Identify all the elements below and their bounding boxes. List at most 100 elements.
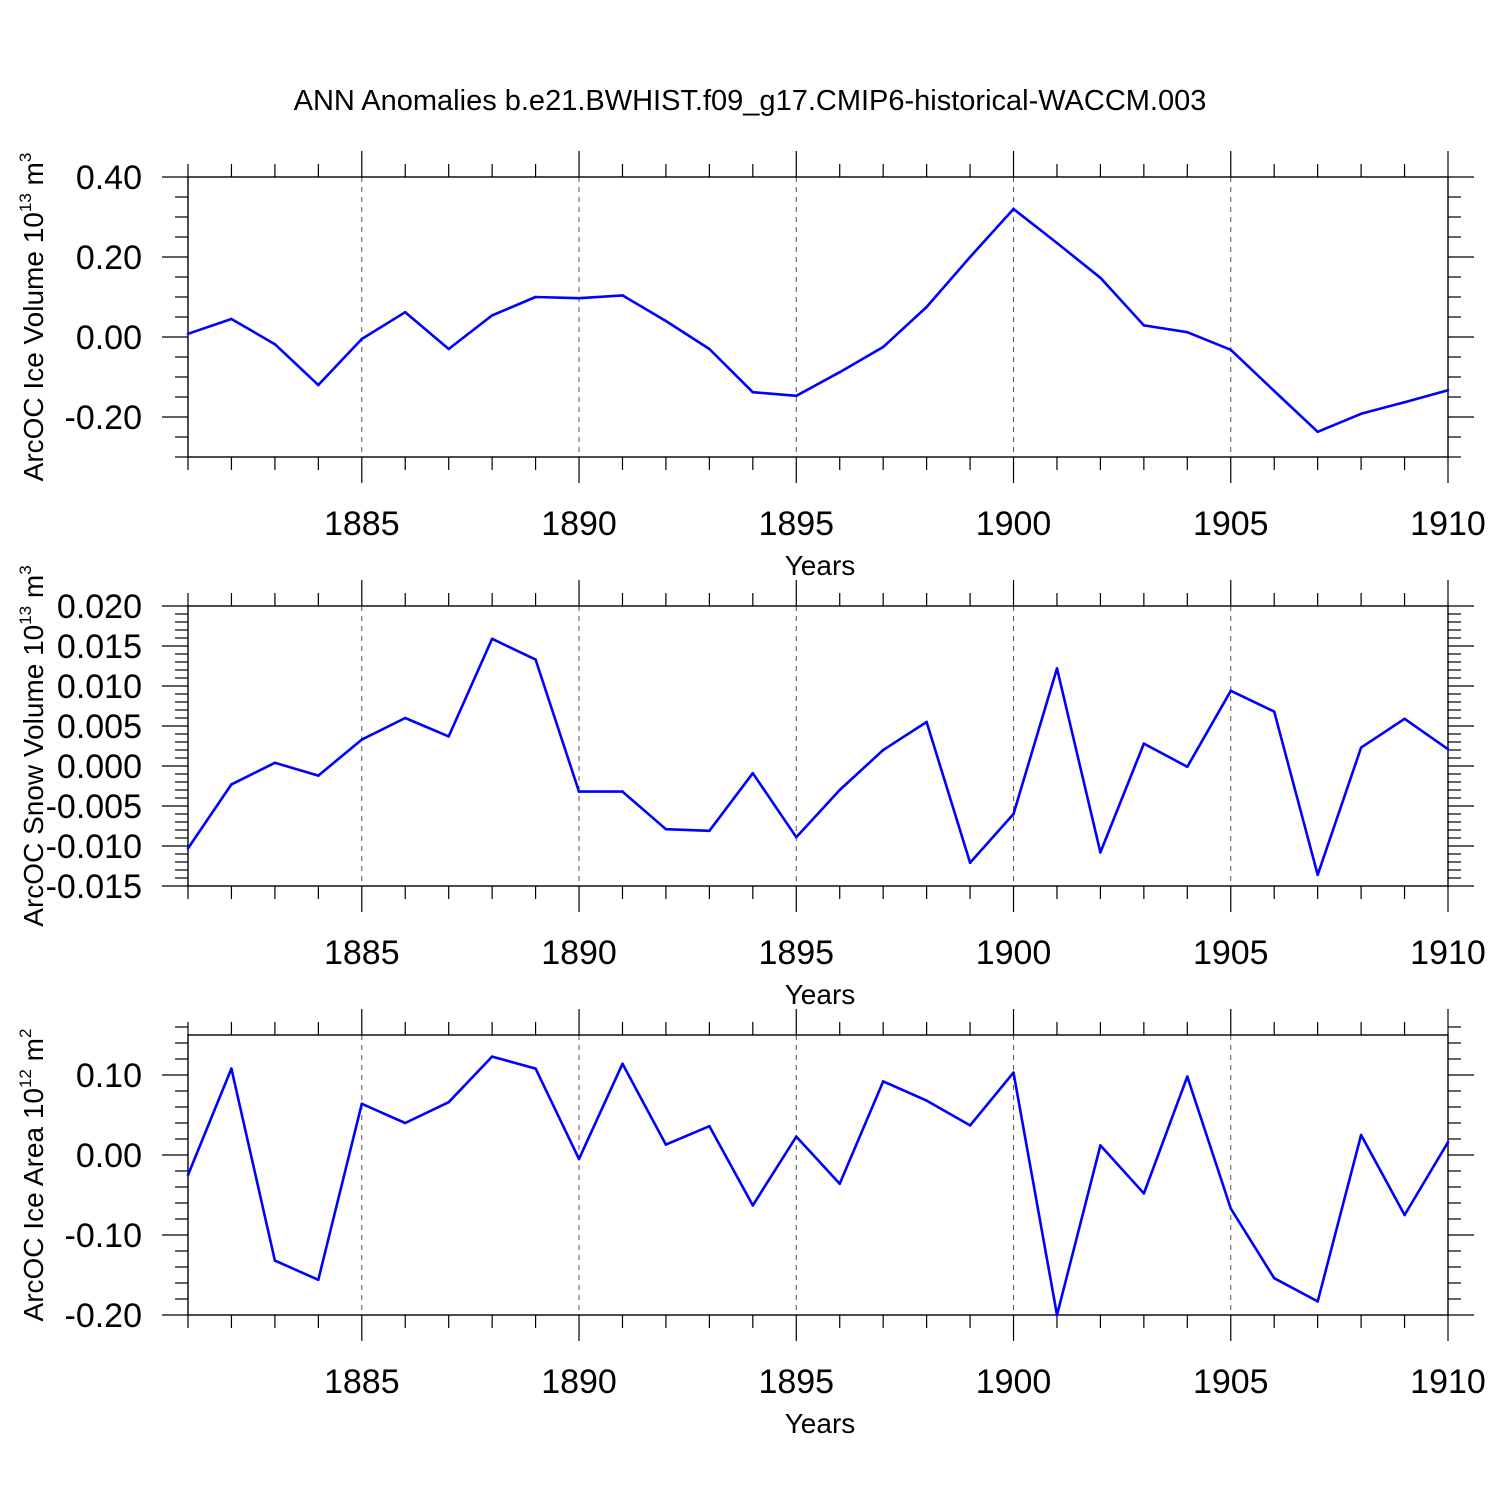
data-point <box>1142 324 1146 327</box>
data-point <box>968 1124 972 1127</box>
data-point <box>447 347 450 351</box>
data-point <box>534 658 537 661</box>
x-tick-label: 1905 <box>1193 1363 1269 1401</box>
x-tick-label: 1885 <box>324 505 400 543</box>
data-point <box>577 1157 581 1161</box>
x-axis-label: Years <box>785 550 856 581</box>
y-axis-label-exponent: 12 <box>16 1069 35 1088</box>
data-point <box>751 1204 755 1207</box>
data-point <box>1055 667 1059 670</box>
data-point <box>1316 1300 1319 1303</box>
plot-frame <box>187 605 1449 887</box>
panel-snow-volume: 0.0200.0150.0100.0050.000-0.005-0.010-0.… <box>16 565 1486 1010</box>
plot-frame <box>187 176 1449 458</box>
data-point <box>1316 430 1319 434</box>
data-point <box>1012 1071 1015 1074</box>
y-tick-label: 0.00 <box>76 319 142 357</box>
data-point <box>838 788 842 792</box>
data-point <box>794 394 798 398</box>
series-line-ice-volume <box>187 207 1449 434</box>
data-point <box>925 305 928 309</box>
data-point <box>1099 851 1102 854</box>
data-point <box>1446 1140 1450 1144</box>
y-tick-label: 0.20 <box>76 239 142 277</box>
plot-frame <box>187 1034 1449 1316</box>
data-point <box>490 637 494 641</box>
data-point <box>273 1259 277 1262</box>
y-axis-label: ArcOC Ice Area 1012 m2 <box>16 1029 49 1322</box>
data-point <box>403 310 407 314</box>
data-point <box>751 771 755 775</box>
data-point <box>708 1124 711 1128</box>
x-tick-label: 1895 <box>758 1363 834 1401</box>
data-point <box>1316 873 1319 877</box>
x-tick-label: 1895 <box>758 934 834 972</box>
data-point <box>360 337 364 341</box>
y-tick-label: 0.015 <box>57 628 142 666</box>
x-tick-label: 1910 <box>1410 505 1486 543</box>
data-point <box>621 294 624 297</box>
data-point <box>490 1055 494 1058</box>
y-axis-label-unit: m <box>18 1038 49 1069</box>
data-point <box>881 345 885 349</box>
data-point <box>1359 1133 1363 1137</box>
data-point <box>1186 1075 1189 1078</box>
data-point <box>1012 207 1015 211</box>
data-point <box>1446 747 1450 751</box>
data-point <box>1142 1192 1146 1195</box>
data-point <box>1055 1313 1059 1317</box>
x-tick-label: 1885 <box>324 1363 400 1401</box>
data-point <box>838 1182 842 1186</box>
x-tick-label: 1890 <box>541 505 617 543</box>
data-point <box>1359 746 1363 749</box>
y-tick-label: 0.020 <box>57 588 142 626</box>
data-point <box>317 1278 320 1282</box>
data-point <box>577 296 581 300</box>
data-point <box>230 1067 233 1070</box>
data-point <box>1403 717 1406 721</box>
data-point <box>360 738 364 741</box>
y-axis-label: ArcOC Snow Volume 1013 m3 <box>16 565 49 926</box>
data-point <box>230 317 233 321</box>
data-point <box>1446 388 1450 392</box>
x-tick-label: 1900 <box>976 1363 1052 1401</box>
data-point <box>708 347 711 351</box>
y-tick-label: -0.010 <box>46 828 142 866</box>
data-point <box>968 255 972 259</box>
data-point <box>1229 348 1233 352</box>
data-point <box>751 390 755 394</box>
y-tick-label: 0.005 <box>57 708 142 746</box>
data-point <box>1272 1276 1276 1280</box>
series-points <box>186 637 1450 877</box>
y-tick-label: 0.010 <box>57 668 142 706</box>
data-point <box>968 861 972 865</box>
data-point <box>664 1143 668 1146</box>
data-point <box>838 370 842 374</box>
x-tick-label: 1895 <box>758 505 834 543</box>
data-point <box>317 383 320 387</box>
y-axis-label-text: ArcOC Ice Volume 10 <box>18 212 49 481</box>
data-point <box>1403 400 1406 404</box>
x-tick-label: 1900 <box>976 505 1052 543</box>
series-line-snow-volume <box>186 637 1449 877</box>
data-point <box>1403 1213 1406 1217</box>
data-point <box>1229 1207 1233 1210</box>
y-tick-label: 0.000 <box>57 748 142 786</box>
data-point <box>1099 276 1102 280</box>
x-tick-label: 1905 <box>1193 934 1269 972</box>
series-points <box>186 207 1450 434</box>
y-axis-label-exponent: 13 <box>16 193 35 212</box>
data-point <box>403 716 407 720</box>
data-point <box>881 1080 885 1083</box>
data-point <box>1099 1144 1102 1147</box>
data-point <box>490 314 494 317</box>
data-point <box>1272 710 1276 713</box>
data-point <box>925 1099 928 1102</box>
data-point <box>186 847 190 850</box>
data-point <box>1359 412 1363 416</box>
figure-title: ANN Anomalies b.e21.BWHIST.f09_g17.CMIP6… <box>294 85 1207 117</box>
x-tick-label: 1910 <box>1410 934 1486 972</box>
data-point <box>230 783 233 786</box>
series-points <box>186 1055 1450 1317</box>
